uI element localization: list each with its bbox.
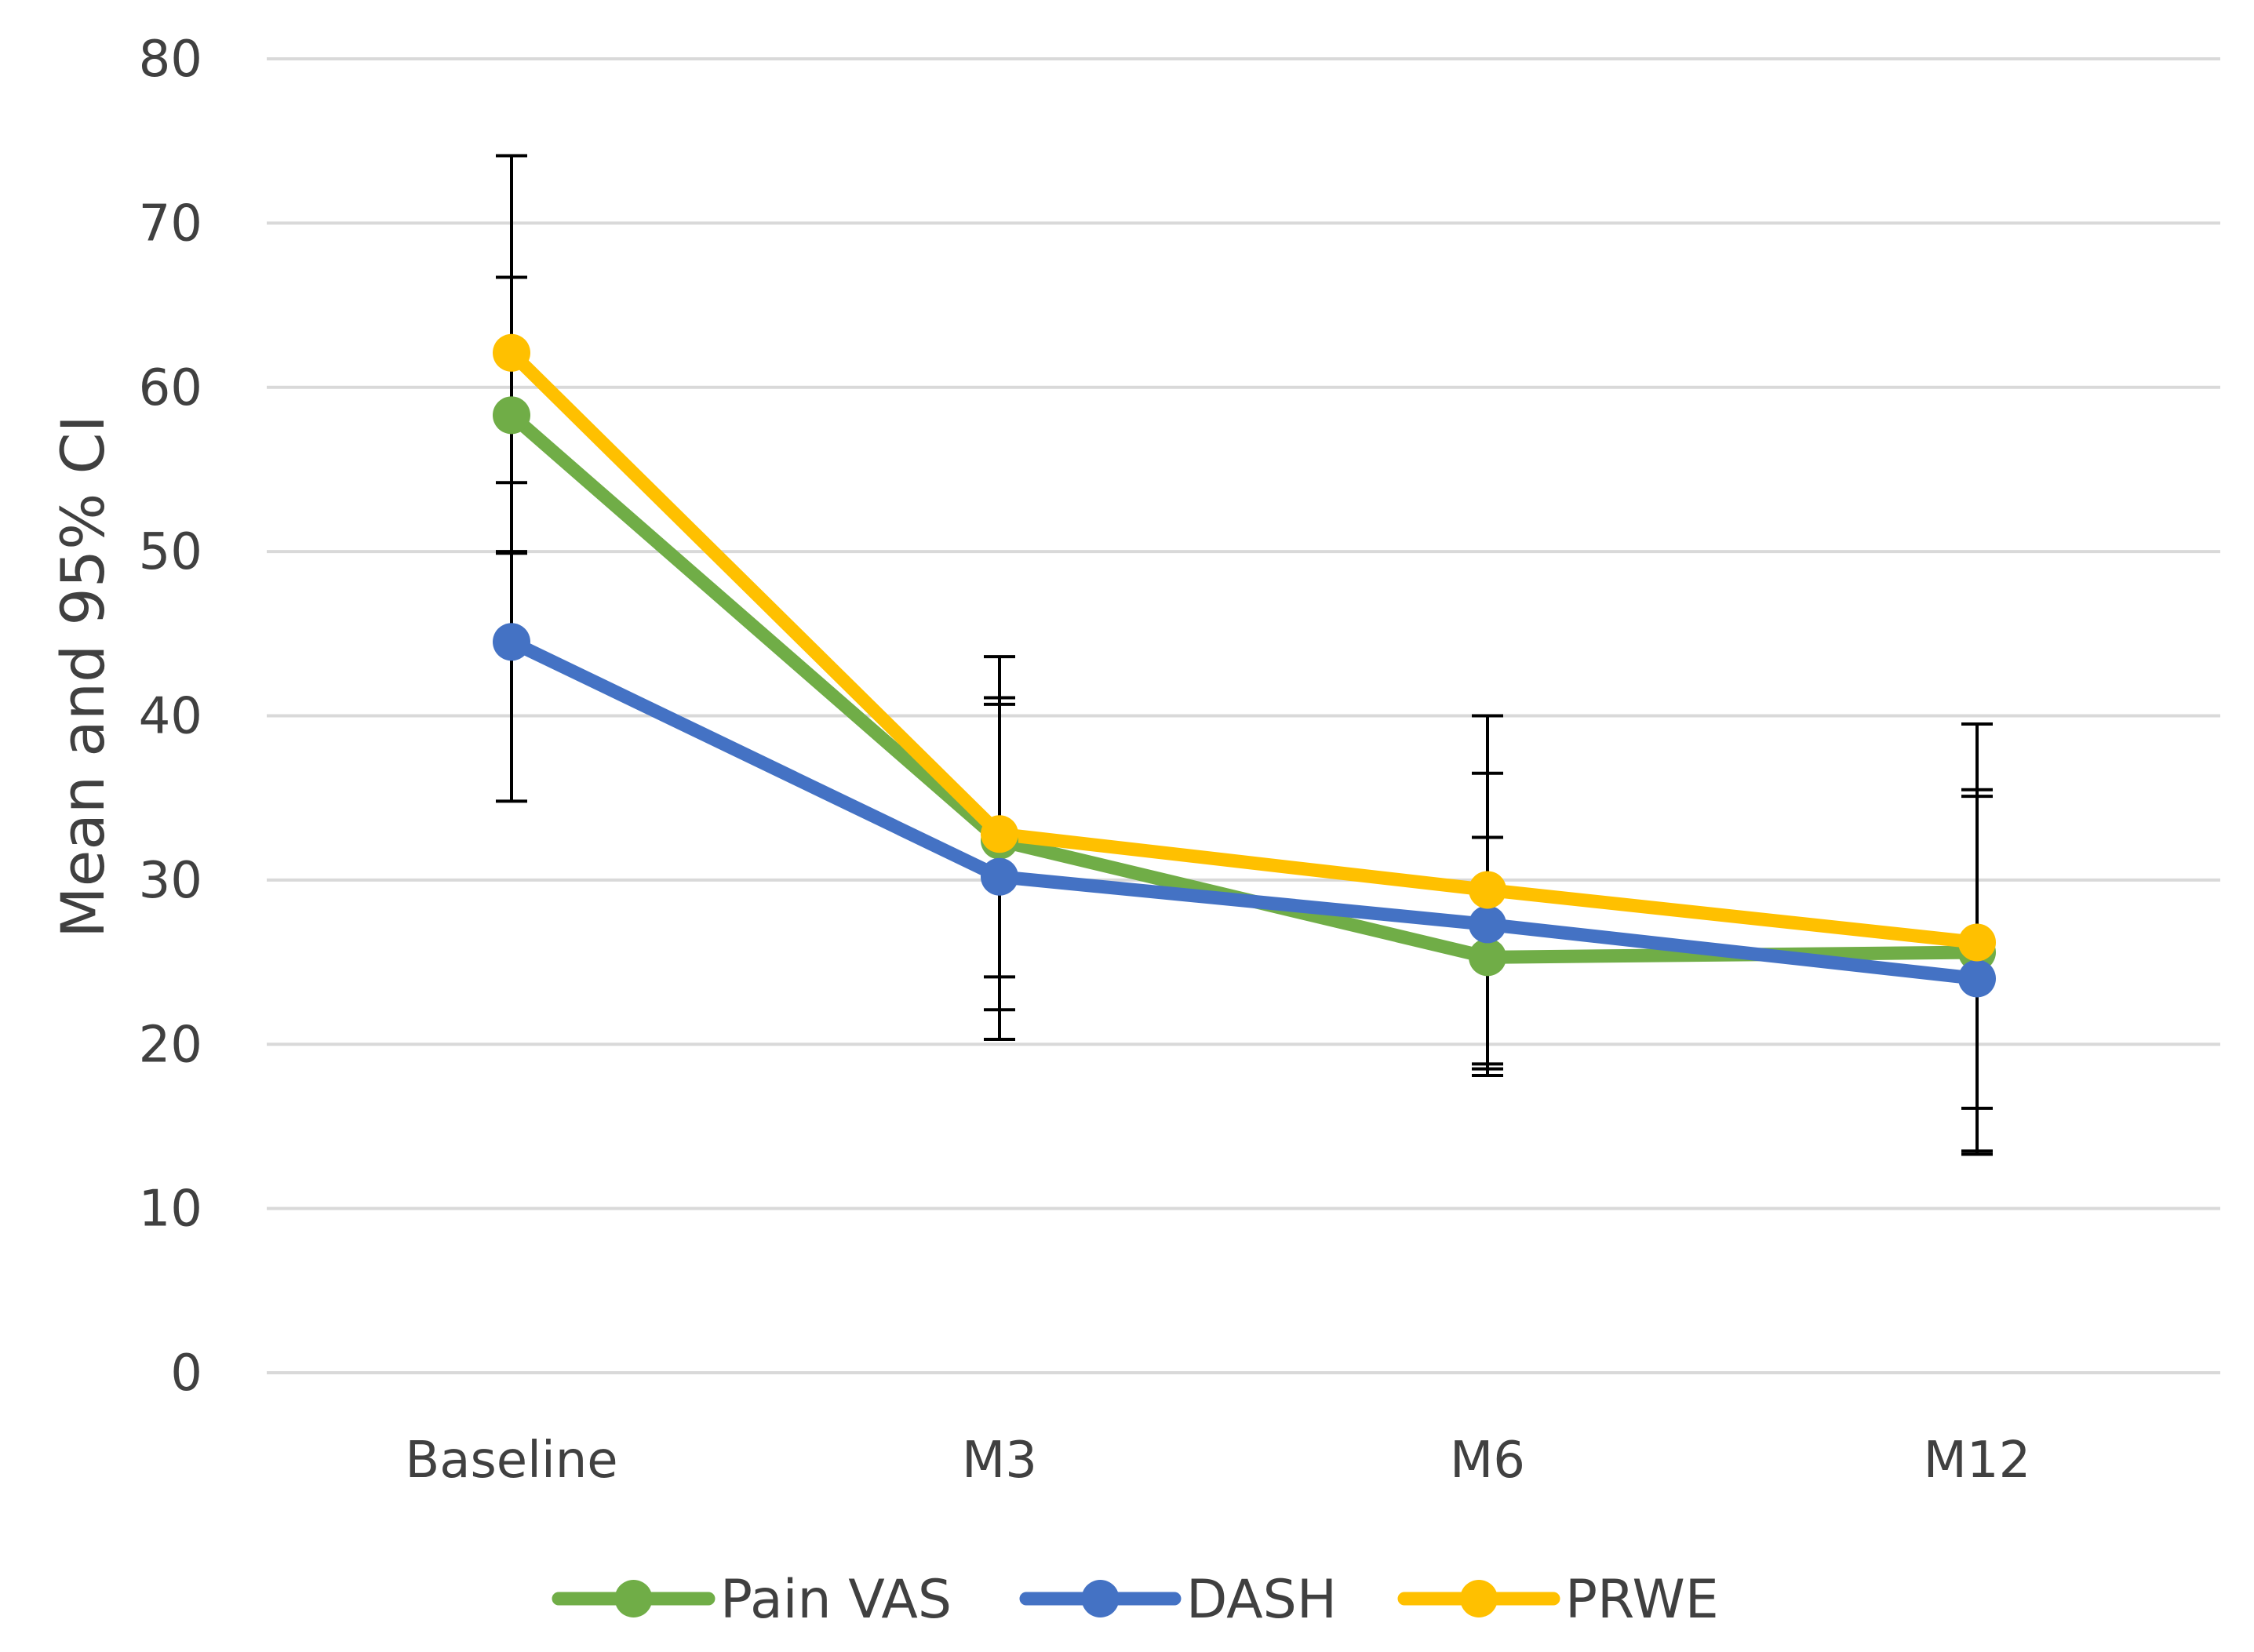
x-tick-label: Baseline <box>405 1432 617 1490</box>
x-axis-ticks: Baseline M3 M6 M12 <box>405 1432 2030 1490</box>
y-tick-label: 30 <box>139 852 202 910</box>
data-point <box>1469 871 1506 909</box>
y-axis-ticks: 0 10 20 30 40 50 60 70 80 <box>139 31 202 1403</box>
y-axis-title: Mean and 95% CI <box>48 415 118 938</box>
legend-label: DASH <box>1186 1569 1337 1631</box>
series-line-pain-vas <box>504 408 1984 964</box>
y-tick-label: 80 <box>139 31 202 89</box>
y-tick-label: 70 <box>139 195 202 253</box>
y-tick-label: 60 <box>139 359 202 417</box>
legend-swatch-marker <box>614 1580 653 1617</box>
data-point <box>1958 959 1996 998</box>
y-tick-label: 0 <box>170 1345 202 1403</box>
series-line-prwe <box>504 346 1984 949</box>
error-bars <box>496 154 1993 1156</box>
gridlines <box>267 57 2220 1374</box>
data-point <box>493 623 530 661</box>
legend: Pain VAS DASH PRWE <box>552 1569 1719 1631</box>
legend-item: PRWE <box>1397 1569 1719 1631</box>
legend-swatch-marker <box>1081 1580 1120 1617</box>
series-markers <box>493 333 1996 998</box>
series-lines <box>504 346 1984 985</box>
y-tick-label: 50 <box>139 523 202 581</box>
data-point <box>1469 938 1506 977</box>
data-point <box>981 857 1018 896</box>
data-point <box>493 396 530 435</box>
data-point <box>981 815 1018 853</box>
data-point <box>1469 905 1506 944</box>
y-tick-label: 40 <box>139 688 202 746</box>
y-tick-label: 10 <box>139 1181 202 1239</box>
legend-item: Pain VAS <box>552 1569 952 1631</box>
series-line-dash <box>504 635 1984 985</box>
data-point <box>1958 923 1996 962</box>
legend-label: PRWE <box>1565 1569 1719 1631</box>
legend-item: DASH <box>1019 1569 1337 1631</box>
legend-swatch-marker <box>1460 1580 1498 1617</box>
x-tick-label: M6 <box>1450 1432 1525 1490</box>
x-tick-label: M3 <box>962 1432 1037 1490</box>
x-tick-label: M12 <box>1924 1432 2031 1490</box>
data-point <box>493 333 530 372</box>
y-tick-label: 20 <box>139 1016 202 1074</box>
legend-label: Pain VAS <box>720 1569 952 1631</box>
